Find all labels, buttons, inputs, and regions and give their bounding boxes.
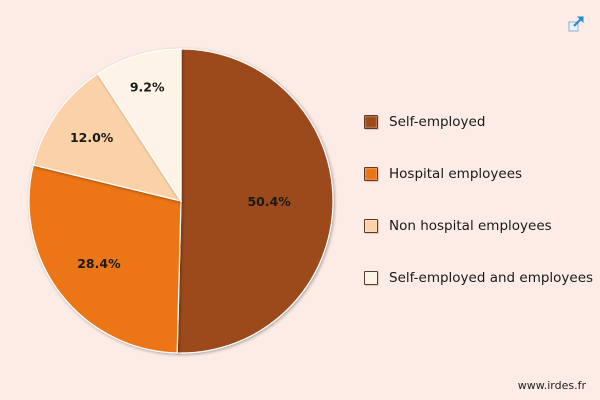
legend-label: Hospital employees	[389, 166, 523, 182]
legend-swatch	[364, 219, 378, 233]
legend-item: Hospital employees	[364, 164, 522, 184]
slice-value-label: 50.4%	[247, 194, 291, 209]
pie-slice-self-employed	[176, 48, 334, 354]
legend-swatch	[364, 167, 378, 181]
pie-slice-self-employed-and-employees	[97, 48, 182, 204]
pie-slice-hospital-employees	[28, 164, 182, 354]
legend-label: Non hospital employees	[389, 218, 552, 234]
slice-value-label: 28.4%	[77, 256, 121, 271]
expand-arrow-icon[interactable]	[568, 14, 586, 32]
legend-item: Self-employed	[364, 112, 485, 132]
slice-value-label: 12.0%	[70, 130, 114, 145]
pie-slices	[28, 48, 334, 354]
pie-slice-labels: 50.4% 28.4% 12.0% 9.2%	[70, 79, 291, 270]
legend-swatch	[364, 271, 378, 285]
source-link[interactable]: www.irdes.fr	[517, 379, 586, 392]
slice-value-label: 9.2%	[130, 79, 165, 94]
pie-slice-non-hospital-employees	[32, 72, 183, 202]
legend-label: Self-employed	[389, 114, 486, 130]
legend-item: Self-employed and employees	[364, 268, 593, 288]
legend-item: Non hospital employees	[364, 216, 552, 236]
legend-label: Self-employed and employees	[389, 270, 594, 286]
legend-swatch	[364, 115, 378, 129]
